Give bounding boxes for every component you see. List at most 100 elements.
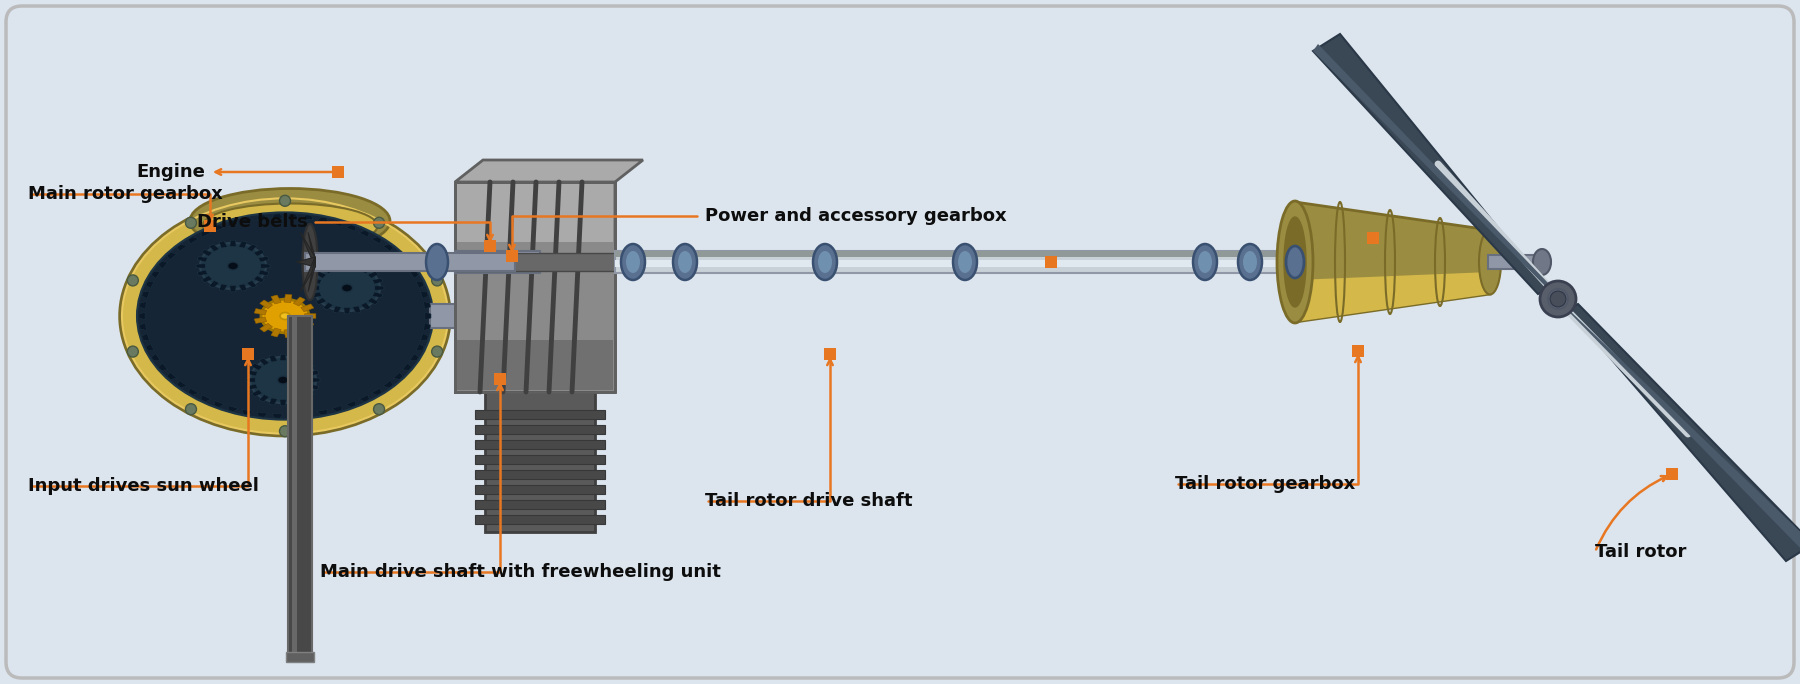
Polygon shape (167, 372, 176, 380)
Bar (455, 251, 540, 273)
Ellipse shape (200, 243, 266, 289)
Ellipse shape (342, 284, 353, 292)
Polygon shape (421, 333, 428, 341)
Ellipse shape (227, 262, 238, 270)
Polygon shape (358, 395, 369, 402)
Bar (484, 392, 596, 532)
Bar (203, 220, 216, 232)
Polygon shape (308, 233, 315, 267)
Polygon shape (247, 384, 257, 390)
Polygon shape (392, 252, 403, 260)
Polygon shape (410, 272, 419, 278)
Text: Tail rotor gearbox: Tail rotor gearbox (1175, 475, 1355, 493)
Polygon shape (198, 270, 207, 276)
Polygon shape (140, 302, 146, 309)
Polygon shape (1568, 309, 1800, 554)
Polygon shape (279, 354, 286, 360)
Text: Engine: Engine (137, 163, 205, 181)
Polygon shape (410, 354, 419, 360)
Polygon shape (333, 306, 342, 313)
Bar (331, 166, 344, 178)
Polygon shape (304, 313, 315, 319)
Polygon shape (214, 225, 225, 231)
Polygon shape (371, 237, 382, 244)
Polygon shape (288, 355, 297, 362)
Polygon shape (353, 306, 360, 313)
Circle shape (128, 275, 139, 286)
Polygon shape (243, 217, 252, 223)
Polygon shape (317, 409, 328, 415)
Polygon shape (304, 363, 315, 370)
Polygon shape (308, 257, 315, 291)
Polygon shape (304, 390, 315, 397)
Polygon shape (189, 237, 198, 244)
Polygon shape (353, 263, 360, 270)
Ellipse shape (1548, 289, 1568, 309)
Polygon shape (1312, 34, 1548, 294)
Polygon shape (252, 363, 263, 370)
FancyBboxPatch shape (5, 6, 1795, 678)
Bar (1046, 256, 1057, 268)
Polygon shape (229, 220, 238, 226)
Bar (475, 470, 605, 479)
Polygon shape (247, 378, 256, 382)
Polygon shape (151, 354, 160, 360)
Polygon shape (243, 409, 252, 415)
Polygon shape (373, 278, 383, 284)
Polygon shape (254, 317, 266, 324)
Polygon shape (1312, 44, 1550, 289)
Bar (1489, 255, 1543, 269)
Polygon shape (259, 300, 272, 308)
Polygon shape (254, 308, 266, 315)
Polygon shape (383, 380, 392, 388)
Bar (475, 515, 605, 524)
Polygon shape (301, 233, 315, 267)
Bar (506, 250, 518, 262)
Bar (457, 340, 614, 390)
Bar (430, 304, 540, 328)
Bar (288, 316, 311, 659)
Polygon shape (423, 302, 430, 309)
Polygon shape (176, 244, 187, 252)
Bar (457, 184, 614, 242)
Polygon shape (333, 263, 342, 270)
Ellipse shape (958, 251, 972, 273)
Polygon shape (254, 250, 265, 256)
Ellipse shape (261, 299, 310, 333)
Text: Input drives sun wheel: Input drives sun wheel (29, 477, 259, 495)
Polygon shape (297, 257, 315, 267)
Circle shape (279, 196, 290, 207)
Ellipse shape (1193, 244, 1217, 280)
Bar (455, 253, 616, 271)
Polygon shape (360, 266, 371, 274)
Polygon shape (247, 244, 257, 252)
Ellipse shape (952, 244, 977, 280)
Polygon shape (416, 343, 425, 351)
Polygon shape (142, 291, 149, 299)
Ellipse shape (121, 196, 450, 436)
Polygon shape (270, 398, 277, 405)
Polygon shape (229, 406, 238, 412)
Polygon shape (301, 320, 313, 328)
Polygon shape (272, 295, 281, 304)
Circle shape (128, 346, 139, 357)
Polygon shape (239, 284, 247, 291)
Ellipse shape (1480, 230, 1501, 295)
Polygon shape (360, 302, 371, 310)
Polygon shape (302, 215, 313, 220)
Bar (616, 251, 1285, 257)
Polygon shape (139, 312, 146, 320)
Bar (1352, 345, 1364, 357)
Polygon shape (311, 257, 315, 267)
Polygon shape (220, 284, 227, 291)
Ellipse shape (626, 251, 641, 273)
Polygon shape (401, 363, 412, 370)
Polygon shape (158, 363, 167, 370)
Polygon shape (311, 292, 322, 298)
Bar (824, 348, 835, 360)
Bar (475, 440, 605, 449)
Polygon shape (284, 330, 292, 338)
Polygon shape (374, 286, 383, 290)
Polygon shape (301, 304, 313, 312)
Polygon shape (421, 291, 428, 299)
